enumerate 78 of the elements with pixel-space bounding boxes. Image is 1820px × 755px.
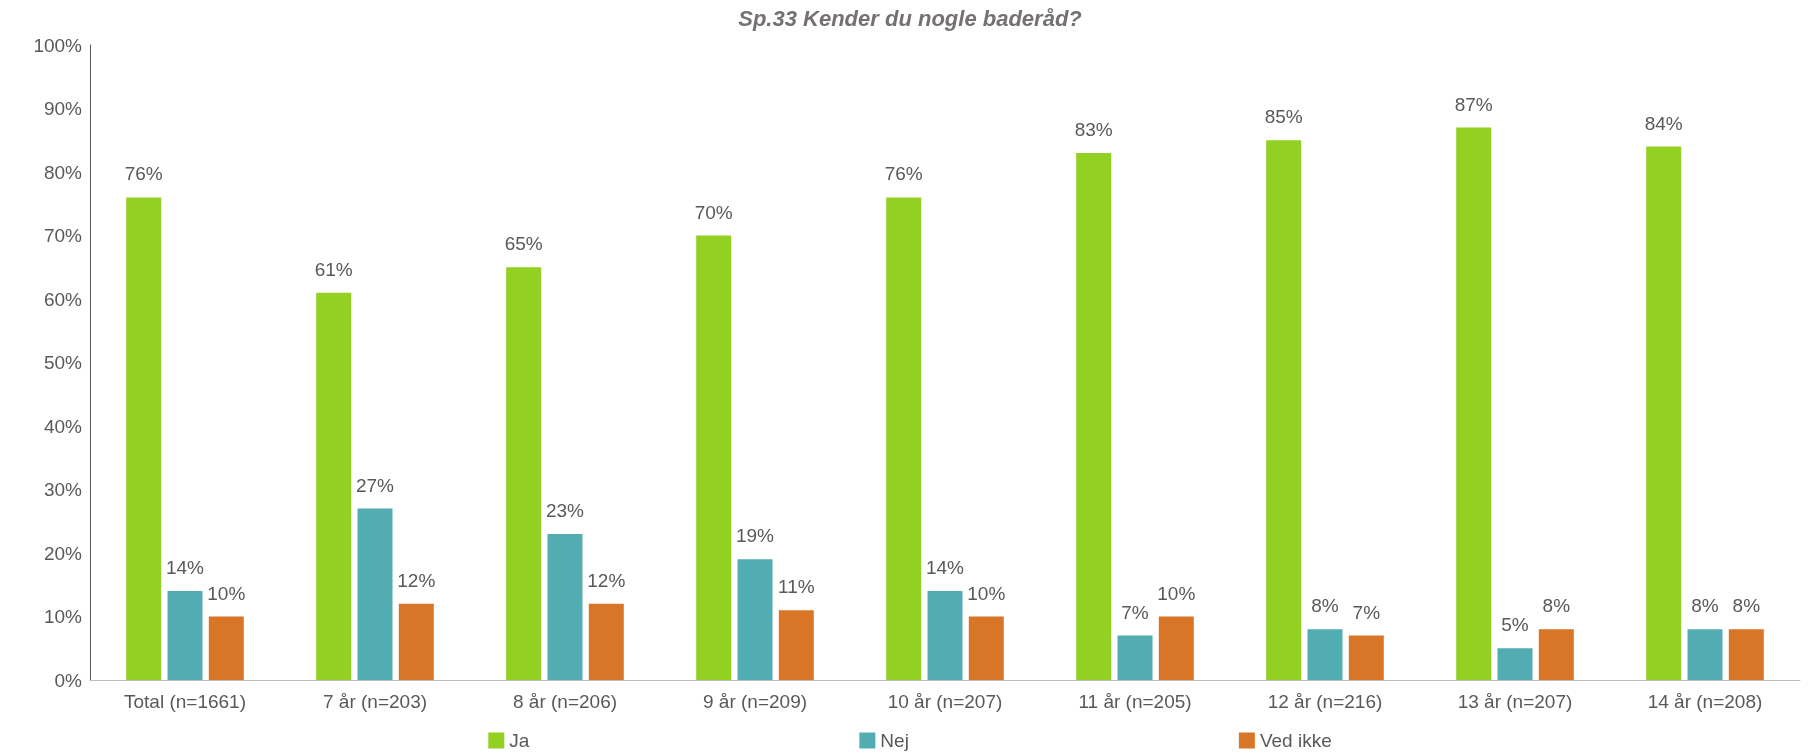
bar xyxy=(778,610,814,680)
data-label: 61% xyxy=(314,258,353,280)
data-label: 10% xyxy=(1157,582,1196,604)
data-label: 70% xyxy=(694,201,733,223)
y-tick-label: 40% xyxy=(43,415,83,437)
data-label: 7% xyxy=(1121,601,1149,623)
bar xyxy=(1076,152,1112,680)
bar xyxy=(126,197,162,680)
bar xyxy=(167,591,203,680)
data-label: 8% xyxy=(1732,595,1761,617)
x-tick-label: 12 år (n=216) xyxy=(1267,691,1383,712)
x-tick-label: Total (n=1661) xyxy=(124,691,246,712)
data-label: 5% xyxy=(1501,614,1529,636)
data-label: 12% xyxy=(397,569,436,591)
bar xyxy=(1456,127,1492,680)
x-tick-label: 8 år (n=206) xyxy=(512,691,618,712)
data-label: 14% xyxy=(925,557,965,579)
data-label: 8% xyxy=(1311,595,1339,617)
data-label: 65% xyxy=(504,233,543,255)
y-tick-label: 70% xyxy=(43,225,83,246)
legend-label: Ved ikke xyxy=(1259,730,1332,751)
x-tick-label: 7 år (n=203) xyxy=(322,691,428,712)
legend-label: Nej xyxy=(880,730,909,751)
bar xyxy=(208,616,244,680)
bar xyxy=(1646,146,1682,680)
y-tick-label: 0% xyxy=(54,669,83,691)
data-label: 8% xyxy=(1691,595,1719,617)
bar xyxy=(1538,629,1574,680)
bar xyxy=(1117,635,1153,680)
y-tick-label: 20% xyxy=(43,542,83,564)
bar xyxy=(1307,629,1343,680)
data-label: 8% xyxy=(1542,595,1571,617)
bar xyxy=(547,533,583,680)
data-label: 83% xyxy=(1074,118,1113,140)
bar xyxy=(737,559,773,680)
y-tick-label: 80% xyxy=(43,161,83,183)
bar xyxy=(398,603,434,680)
chart-title: Sp.33 Kender du nogle baderåd? xyxy=(738,5,1082,31)
data-label: 19% xyxy=(735,525,775,547)
data-label: 85% xyxy=(1264,106,1303,128)
data-label: 12% xyxy=(587,569,626,591)
y-tick-label: 30% xyxy=(43,479,83,500)
data-label: 76% xyxy=(884,163,923,185)
data-label: 10% xyxy=(207,582,246,604)
y-tick-label: 90% xyxy=(43,98,83,119)
bar xyxy=(588,603,624,680)
bar xyxy=(506,267,542,680)
data-label: 23% xyxy=(545,499,585,521)
bar xyxy=(1497,648,1533,680)
y-tick-label: 10% xyxy=(43,606,83,627)
data-label: 7% xyxy=(1352,601,1381,623)
data-label: 27% xyxy=(355,474,395,496)
legend-label: Ja xyxy=(509,730,530,751)
bar xyxy=(886,197,922,680)
bar xyxy=(1348,635,1384,680)
bar xyxy=(968,616,1004,680)
data-label: 84% xyxy=(1644,112,1683,134)
bar xyxy=(927,591,963,680)
y-tick-label: 50% xyxy=(43,352,83,373)
x-tick-label: 9 år (n=209) xyxy=(702,691,808,712)
bar xyxy=(1266,140,1302,680)
data-label: 10% xyxy=(967,582,1006,604)
data-label: 87% xyxy=(1454,93,1493,115)
data-label: 14% xyxy=(165,557,205,579)
bar xyxy=(1158,616,1194,680)
x-tick-label: 10 år (n=207) xyxy=(887,691,1003,712)
bar xyxy=(316,292,352,680)
data-label: 11% xyxy=(777,576,815,598)
bar xyxy=(357,508,393,680)
x-tick-label: 11 år (n=205) xyxy=(1078,691,1192,712)
x-tick-label: 14 år (n=208) xyxy=(1647,691,1763,712)
data-label: 76% xyxy=(124,163,163,185)
bar xyxy=(1728,629,1764,680)
x-tick-label: 13 år (n=207) xyxy=(1457,691,1573,712)
y-tick-label: 60% xyxy=(43,288,83,310)
y-tick-label: 100% xyxy=(33,34,83,56)
bar xyxy=(1687,629,1723,680)
bar xyxy=(696,235,732,680)
